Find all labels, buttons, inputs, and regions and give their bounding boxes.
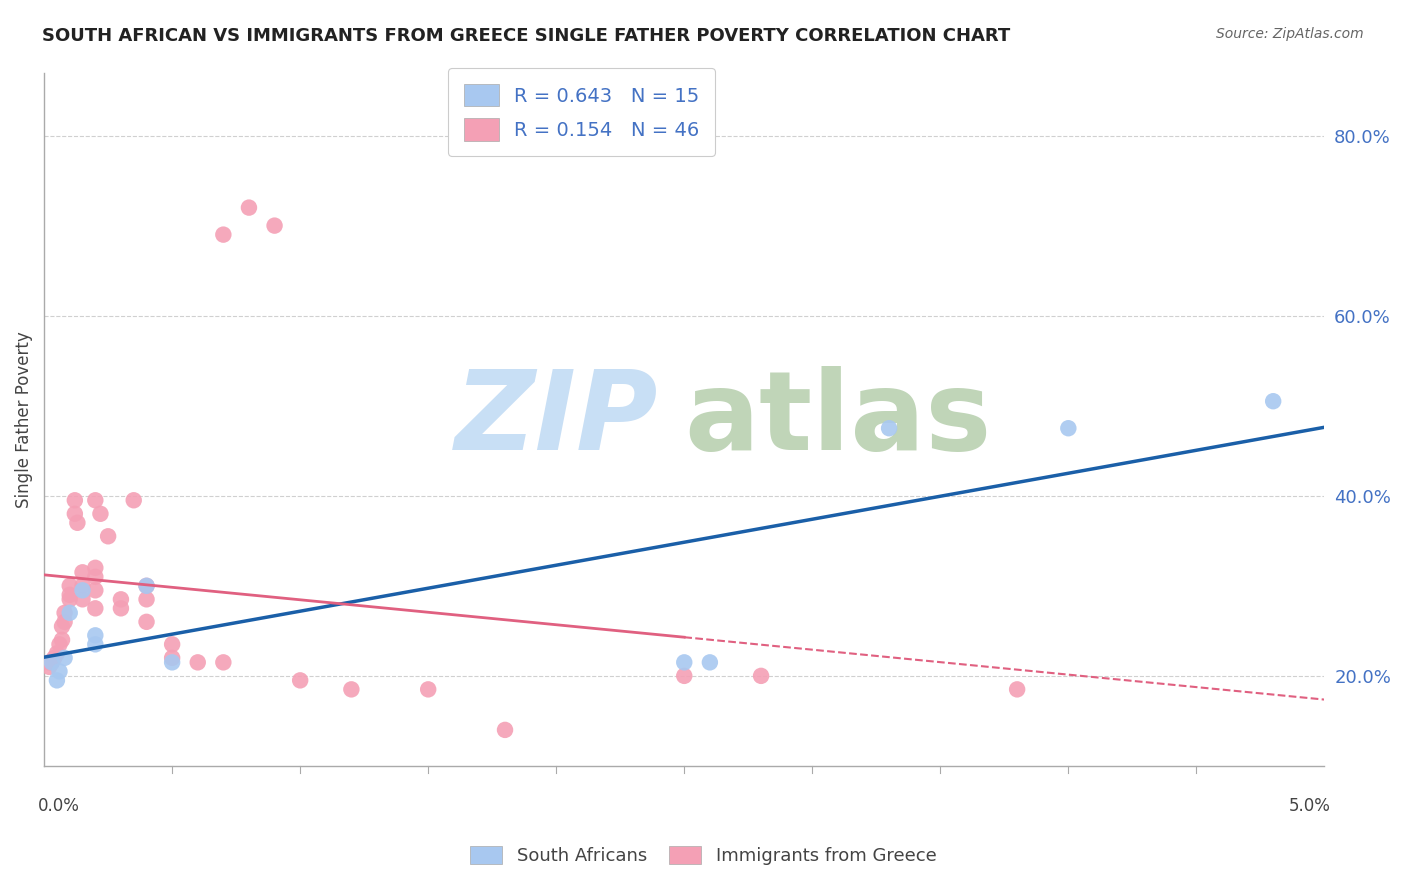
Point [72, 579, 94, 593]
Point [53, 651, 76, 665]
Point [1057, 421, 1080, 435]
Point [238, 201, 260, 215]
Point [122, 493, 145, 508]
Point [84, 628, 107, 642]
Point [160, 651, 183, 665]
Point [97, 529, 120, 543]
Point [45, 646, 67, 660]
Point [51, 619, 73, 633]
Point [63, 493, 86, 508]
Point [673, 669, 696, 683]
Point [110, 601, 132, 615]
Point [48, 665, 70, 679]
Point [53, 606, 76, 620]
Point [89, 507, 111, 521]
Point [38, 656, 60, 670]
Point [72, 592, 94, 607]
Text: ZIP: ZIP [456, 366, 658, 473]
Point [63, 507, 86, 521]
Point [48, 637, 70, 651]
Point [66, 516, 89, 530]
Text: Source: ZipAtlas.com: Source: ZipAtlas.com [1216, 27, 1364, 41]
Point [212, 227, 235, 242]
Point [1005, 682, 1028, 697]
Point [59, 592, 82, 607]
Point [84, 493, 107, 508]
Text: 0.0%: 0.0% [38, 797, 80, 815]
Point [41, 656, 63, 670]
Point [59, 606, 82, 620]
Y-axis label: Single Father Poverty: Single Father Poverty [15, 331, 32, 508]
Point [699, 656, 721, 670]
Point [135, 579, 157, 593]
Point [135, 615, 157, 629]
Point [84, 570, 107, 584]
Point [84, 637, 107, 651]
Point [418, 682, 440, 697]
Text: SOUTH AFRICAN VS IMMIGRANTS FROM GREECE SINGLE FATHER POVERTY CORRELATION CHART: SOUTH AFRICAN VS IMMIGRANTS FROM GREECE … [42, 27, 1011, 45]
Point [59, 588, 82, 602]
Point [187, 656, 209, 670]
Point [877, 421, 900, 435]
Point [38, 660, 60, 674]
Text: 5.0%: 5.0% [1289, 797, 1331, 815]
Point [340, 682, 363, 697]
Point [110, 592, 132, 607]
Point [749, 669, 772, 683]
Point [41, 656, 63, 670]
Point [160, 637, 183, 651]
Point [84, 561, 107, 575]
Text: atlas: atlas [685, 366, 991, 473]
Point [72, 566, 94, 580]
Point [212, 656, 235, 670]
Point [45, 673, 67, 688]
Point [53, 615, 76, 629]
Point [673, 656, 696, 670]
Point [494, 723, 516, 737]
Point [84, 601, 107, 615]
Point [51, 632, 73, 647]
Point [288, 673, 311, 688]
Point [263, 219, 285, 233]
Point [135, 592, 157, 607]
Legend: South Africans, Immigrants from Greece: South Africans, Immigrants from Greece [461, 837, 945, 874]
Point [135, 579, 157, 593]
Point [44, 651, 66, 665]
Point [84, 583, 107, 598]
Point [160, 656, 183, 670]
Point [72, 583, 94, 598]
Point [59, 579, 82, 593]
Point [1263, 394, 1285, 409]
Legend: R = 0.643   N = 15, R = 0.154   N = 46: R = 0.643 N = 15, R = 0.154 N = 46 [449, 69, 716, 156]
